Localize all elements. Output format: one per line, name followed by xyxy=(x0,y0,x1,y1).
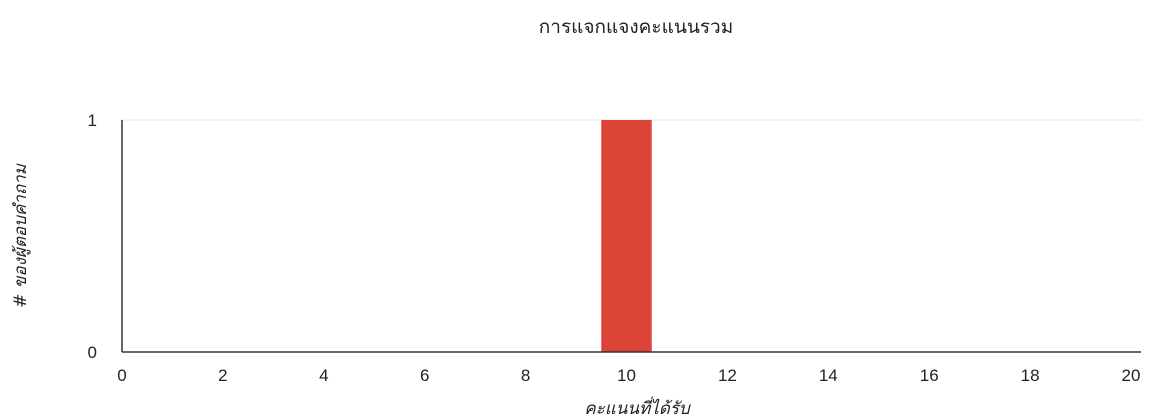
x-tick-label-12: 12 xyxy=(718,366,737,385)
x-tick-label-8: 8 xyxy=(521,366,530,385)
x-tick-label-18: 18 xyxy=(1021,366,1040,385)
chart-title: การแจกแจงคะแนนรวม xyxy=(539,16,733,38)
x-axis-label: คะแนนที่ได้รับ xyxy=(584,396,691,416)
y-tick-label-0: 0 xyxy=(88,343,97,362)
bar-10 xyxy=(601,120,652,352)
x-tick-label-2: 2 xyxy=(218,366,227,385)
axes xyxy=(121,120,1141,353)
x-tick-label-0: 0 xyxy=(117,366,126,385)
tick-labels: 0 2 4 6 8 10 12 14 16 18 20 0 1 xyxy=(88,111,1141,385)
bars xyxy=(601,120,652,352)
x-tick-label-10: 10 xyxy=(617,366,636,385)
x-tick-label-20: 20 xyxy=(1122,366,1141,385)
y-tick-label-1: 1 xyxy=(88,111,97,130)
x-tick-label-4: 4 xyxy=(319,366,328,385)
x-tick-label-14: 14 xyxy=(819,366,838,385)
x-tick-label-6: 6 xyxy=(420,366,429,385)
y-axis-label: # ของผู้ตอบคำถาม xyxy=(11,163,31,308)
x-tick-label-16: 16 xyxy=(920,366,939,385)
